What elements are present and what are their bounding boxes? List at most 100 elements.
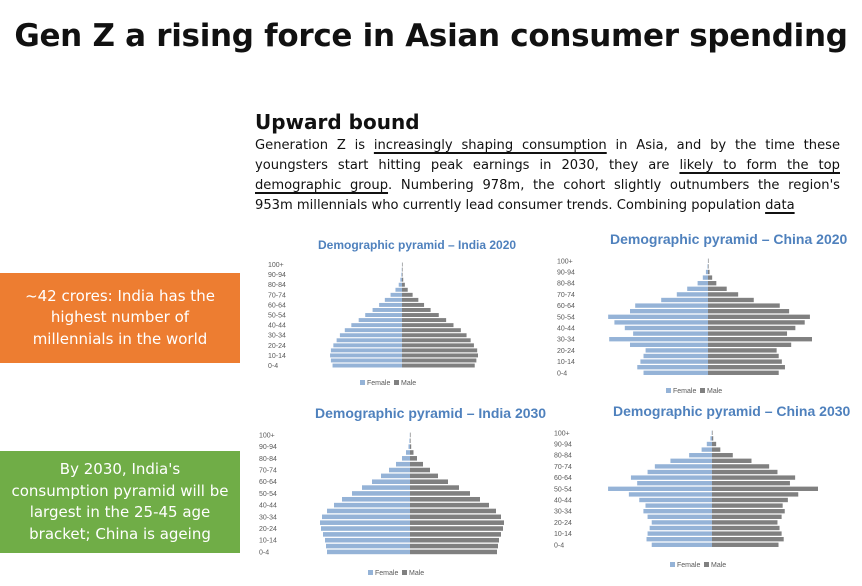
bar-female-40-44: [334, 502, 410, 508]
bar-female-45-49: [358, 318, 402, 323]
legend-label-female: Female: [367, 380, 390, 387]
bar-female-5-9: [330, 358, 402, 363]
bar-male-20-24: [712, 520, 778, 525]
bar-female-70-74: [676, 292, 708, 297]
bar-male-25-29: [708, 342, 792, 347]
bar-female-0-4: [332, 363, 402, 368]
bar-female-100+: [711, 430, 713, 435]
bar-male-75-79: [410, 461, 423, 467]
age-tick-label: 10-14: [557, 359, 575, 366]
legend-label-male: Male: [409, 570, 424, 577]
bar-male-70-74: [402, 292, 413, 297]
age-tick-label: 70-74: [557, 292, 575, 299]
bar-female-85-89: [400, 277, 402, 282]
legend-label-female: Female: [375, 570, 398, 577]
bar-male-20-24: [410, 526, 503, 531]
age-tick-label: 40-44: [557, 326, 575, 333]
bar-male-45-49: [712, 492, 799, 497]
bar-male-85-89: [410, 450, 414, 455]
article-segment-underlined: data: [765, 198, 795, 213]
bar-female-20-24: [645, 348, 708, 353]
bar-female-15-19: [643, 353, 708, 359]
bar-female-30-34: [339, 333, 402, 338]
bar-male-0-4: [402, 363, 475, 368]
bar-male-10-14: [708, 359, 782, 364]
legend-swatch-female: [360, 380, 365, 385]
bar-female-25-29: [630, 342, 708, 347]
bar-female-25-29: [320, 520, 410, 525]
bar-male-50-54: [402, 313, 439, 317]
bar-male-80-84: [402, 282, 405, 287]
bar-female-5-9: [637, 365, 708, 370]
age-tick-label: 20-24: [554, 520, 572, 527]
age-tick-label: 60-64: [268, 302, 286, 309]
age-tick-label: 90-94: [554, 442, 572, 449]
age-tick-label: 30-34: [554, 509, 572, 516]
bar-female-65-69: [661, 297, 708, 303]
bar-male-15-19: [402, 348, 478, 353]
age-tick-label: 80-84: [557, 281, 575, 288]
bar-male-65-69: [410, 473, 438, 479]
bar-male-65-69: [708, 297, 754, 303]
bar-female-0-4: [651, 542, 712, 547]
bar-female-60-64: [635, 303, 708, 308]
legend-label-female: Female: [673, 388, 696, 395]
article-segment: in Asia, and by the time these youngster…: [255, 138, 840, 173]
bar-male-25-29: [712, 514, 782, 519]
bar-female-50-54: [365, 313, 402, 317]
age-tick-label: 60-64: [557, 303, 575, 310]
bar-female-90-94: [706, 441, 712, 447]
bar-female-75-79: [670, 458, 712, 463]
bar-female-20-24: [321, 526, 410, 531]
bar-female-10-14: [640, 359, 708, 364]
bar-female-20-24: [651, 520, 712, 525]
pyramid-chart-china-2020: 100+ 90-94 80-84 70-74 60-64 50-54 40-44 30-34 2…: [557, 258, 812, 395]
bar-male-25-29: [410, 520, 504, 525]
bar-male-30-34: [402, 333, 467, 338]
legend-swatch-female: [666, 388, 671, 393]
bar-female-30-34: [643, 509, 712, 514]
legend-swatch-male: [402, 570, 407, 575]
bar-female-15-19: [330, 348, 402, 353]
bar-male-20-24: [402, 343, 474, 348]
bar-female-75-79: [396, 461, 410, 467]
bar-female-35-39: [344, 328, 402, 333]
bar-female-55-59: [630, 309, 708, 314]
bar-male-100+: [708, 258, 709, 263]
bar-male-15-19: [708, 353, 779, 359]
bar-female-90-94: [705, 269, 708, 275]
legend-swatch-female: [368, 570, 373, 575]
bar-female-25-29: [336, 338, 402, 343]
age-tick-label: 30-34: [259, 514, 277, 521]
callout-india-2030: By 2030, India's consumption pyramid wil…: [0, 451, 240, 553]
bar-male-100+: [402, 262, 403, 267]
bar-male-30-34: [712, 509, 785, 514]
bar-male-65-69: [712, 469, 778, 475]
bar-male-55-59: [410, 485, 459, 490]
bar-male-55-59: [712, 481, 790, 486]
age-tick-label: 100+: [259, 432, 275, 439]
article-excerpt: Upward bound Generation Z is increasingl…: [255, 110, 840, 216]
age-tick-label: 20-24: [557, 348, 575, 355]
age-tick-label: 40-44: [259, 503, 277, 510]
bar-female-90-94: [408, 444, 410, 449]
bar-male-70-74: [410, 467, 430, 473]
bar-male-25-29: [402, 338, 471, 343]
legend-swatch-male: [394, 380, 399, 385]
bar-female-50-54: [608, 314, 708, 319]
bar-male-45-49: [402, 318, 447, 323]
article-segment: . Numbering 978m, the cohort slightly ou…: [255, 178, 840, 213]
bar-female-55-59: [362, 485, 410, 490]
bar-female-35-39: [633, 331, 708, 336]
bar-male-95-99: [712, 436, 714, 441]
bar-female-30-34: [322, 514, 410, 520]
bar-female-40-44: [351, 323, 402, 328]
bar-female-40-44: [624, 325, 708, 331]
bar-male-60-64: [402, 302, 425, 307]
age-tick-label: 80-84: [554, 453, 572, 460]
bar-male-0-4: [712, 542, 779, 547]
legend-label-male: Male: [711, 562, 726, 569]
bar-female-95-99: [409, 438, 410, 444]
bar-male-5-9: [410, 543, 498, 549]
bar-male-5-9: [712, 537, 784, 542]
